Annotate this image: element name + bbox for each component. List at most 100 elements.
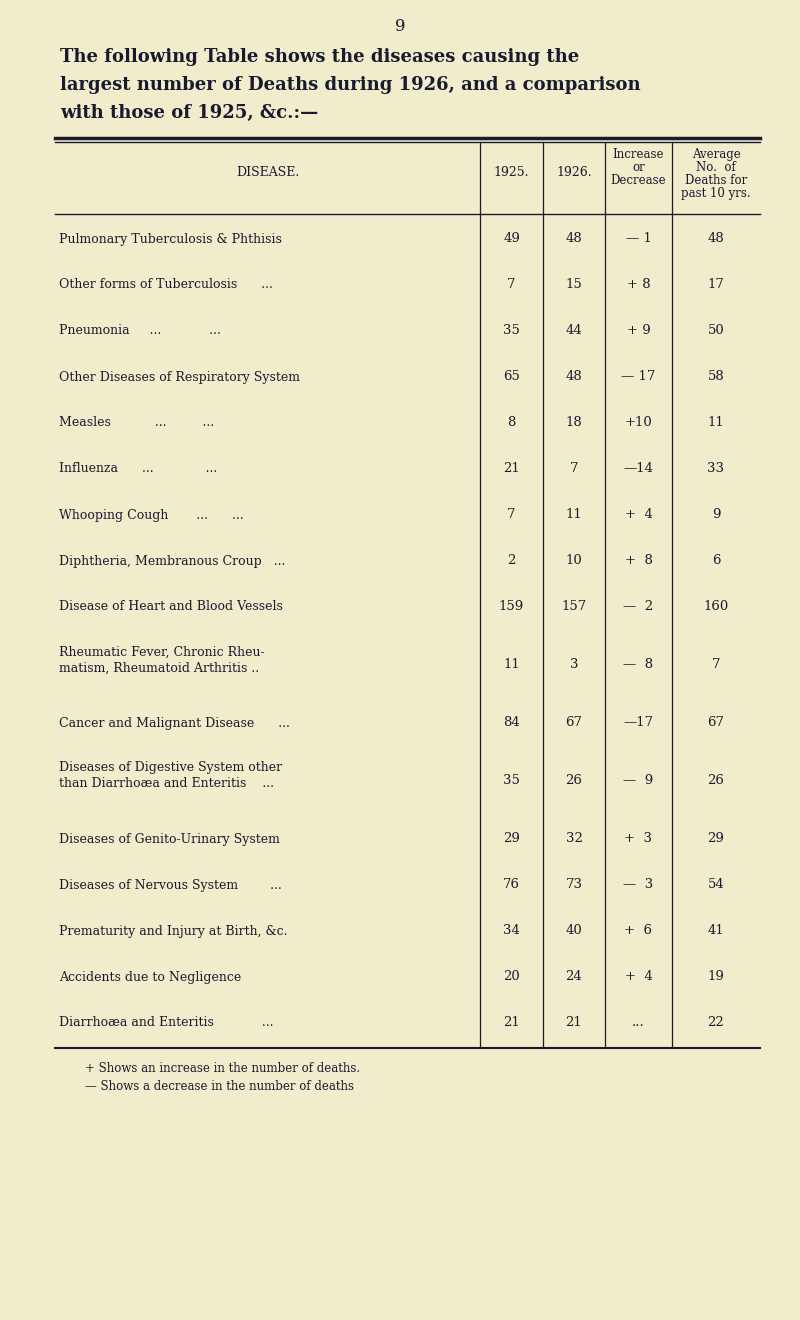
Text: +  3: + 3 — [625, 833, 653, 846]
Text: Cancer and Malignant Disease      ...: Cancer and Malignant Disease ... — [59, 717, 290, 730]
Text: —  8: — 8 — [623, 659, 654, 672]
Text: Disease of Heart and Blood Vessels: Disease of Heart and Blood Vessels — [59, 601, 283, 614]
Text: 24: 24 — [566, 970, 582, 983]
Text: 11: 11 — [708, 417, 724, 429]
Text: 22: 22 — [708, 1016, 724, 1030]
Text: 9: 9 — [394, 18, 406, 36]
Text: 7: 7 — [507, 508, 516, 521]
Text: DISEASE.: DISEASE. — [236, 166, 299, 180]
Text: 50: 50 — [708, 325, 724, 338]
Text: 41: 41 — [708, 924, 724, 937]
Text: 49: 49 — [503, 232, 520, 246]
Text: 7: 7 — [712, 659, 720, 672]
Text: Measles           ...         ...: Measles ... ... — [59, 417, 214, 429]
Text: Pulmonary Tuberculosis & Phthisis: Pulmonary Tuberculosis & Phthisis — [59, 232, 282, 246]
Text: 11: 11 — [566, 508, 582, 521]
Text: +  4: + 4 — [625, 508, 653, 521]
Text: — 1: — 1 — [626, 232, 651, 246]
Text: 34: 34 — [503, 924, 520, 937]
Text: —14: —14 — [623, 462, 654, 475]
Text: 9: 9 — [712, 508, 720, 521]
Text: 21: 21 — [566, 1016, 582, 1030]
Text: 10: 10 — [566, 554, 582, 568]
Text: Other Diseases of Respiratory System: Other Diseases of Respiratory System — [59, 371, 300, 384]
Text: 29: 29 — [503, 833, 520, 846]
Text: 1926.: 1926. — [556, 166, 592, 180]
Text: No.  of: No. of — [696, 161, 736, 174]
Text: Increase: Increase — [613, 148, 664, 161]
Text: —  3: — 3 — [623, 879, 654, 891]
Text: 44: 44 — [566, 325, 582, 338]
Text: 18: 18 — [566, 417, 582, 429]
Text: +  4: + 4 — [625, 970, 653, 983]
Text: + 9: + 9 — [626, 325, 650, 338]
Text: + 8: + 8 — [626, 279, 650, 292]
Text: with those of 1925, &c.:—: with those of 1925, &c.:— — [60, 104, 318, 121]
Text: or: or — [632, 161, 645, 174]
Text: + Shows an increase in the number of deaths.: + Shows an increase in the number of dea… — [85, 1063, 360, 1074]
Text: 11: 11 — [503, 659, 520, 672]
Text: 157: 157 — [562, 601, 586, 614]
Text: — 17: — 17 — [622, 371, 656, 384]
Text: 19: 19 — [707, 970, 725, 983]
Text: 65: 65 — [503, 371, 520, 384]
Text: past 10 yrs.: past 10 yrs. — [681, 187, 751, 201]
Text: +  8: + 8 — [625, 554, 653, 568]
Text: than Diarrhoæa and Enteritis    ...: than Diarrhoæa and Enteritis ... — [59, 777, 274, 791]
Text: 6: 6 — [712, 554, 720, 568]
Text: 21: 21 — [503, 1016, 520, 1030]
Text: Prematurity and Injury at Birth, &c.: Prematurity and Injury at Birth, &c. — [59, 924, 287, 937]
Text: Other forms of Tuberculosis      ...: Other forms of Tuberculosis ... — [59, 279, 273, 292]
Text: Diphtheria, Membranous Croup   ...: Diphtheria, Membranous Croup ... — [59, 554, 286, 568]
Text: 159: 159 — [499, 601, 524, 614]
Text: matism, Rheumatoid Arthritis ..: matism, Rheumatoid Arthritis .. — [59, 661, 259, 675]
Text: 76: 76 — [503, 879, 520, 891]
Text: — Shows a decrease in the number of deaths: — Shows a decrease in the number of deat… — [85, 1080, 354, 1093]
Text: 26: 26 — [707, 775, 725, 788]
Text: 67: 67 — [707, 717, 725, 730]
Text: 35: 35 — [503, 775, 520, 788]
Text: 160: 160 — [703, 601, 729, 614]
Text: 67: 67 — [566, 717, 582, 730]
Text: Influenza      ...             ...: Influenza ... ... — [59, 462, 218, 475]
Text: Diseases of Nervous System        ...: Diseases of Nervous System ... — [59, 879, 282, 891]
Text: 73: 73 — [566, 879, 582, 891]
Text: ...: ... — [632, 1016, 645, 1030]
Text: 48: 48 — [566, 371, 582, 384]
Text: Decrease: Decrease — [610, 174, 666, 187]
Text: Diseases of Genito-Urinary System: Diseases of Genito-Urinary System — [59, 833, 280, 846]
Text: 7: 7 — [570, 462, 578, 475]
Text: 58: 58 — [708, 371, 724, 384]
Text: Deaths for: Deaths for — [685, 174, 747, 187]
Text: 84: 84 — [503, 717, 520, 730]
Text: Accidents due to Negligence: Accidents due to Negligence — [59, 970, 242, 983]
Text: 29: 29 — [707, 833, 725, 846]
Text: Average: Average — [692, 148, 740, 161]
Text: 8: 8 — [507, 417, 516, 429]
Text: 20: 20 — [503, 970, 520, 983]
Text: 48: 48 — [566, 232, 582, 246]
Text: 1925.: 1925. — [494, 166, 530, 180]
Text: —17: —17 — [623, 717, 654, 730]
Text: Rheumatic Fever, Chronic Rheu-: Rheumatic Fever, Chronic Rheu- — [59, 645, 265, 659]
Text: 26: 26 — [566, 775, 582, 788]
Text: 21: 21 — [503, 462, 520, 475]
Text: 48: 48 — [708, 232, 724, 246]
Text: largest number of Deaths during 1926, and a comparison: largest number of Deaths during 1926, an… — [60, 77, 641, 94]
Text: +  6: + 6 — [625, 924, 653, 937]
Text: 35: 35 — [503, 325, 520, 338]
Text: —  2: — 2 — [623, 601, 654, 614]
Text: 32: 32 — [566, 833, 582, 846]
Text: The following Table shows the diseases causing the: The following Table shows the diseases c… — [60, 48, 579, 66]
Text: Whooping Cough       ...      ...: Whooping Cough ... ... — [59, 508, 244, 521]
Text: +10: +10 — [625, 417, 652, 429]
Text: 3: 3 — [570, 659, 578, 672]
Text: Diseases of Digestive System other: Diseases of Digestive System other — [59, 762, 282, 775]
Text: 7: 7 — [507, 279, 516, 292]
Text: 17: 17 — [707, 279, 725, 292]
Text: 40: 40 — [566, 924, 582, 937]
Text: —  9: — 9 — [623, 775, 654, 788]
Text: 15: 15 — [566, 279, 582, 292]
Text: 54: 54 — [708, 879, 724, 891]
Text: Diarrhoæa and Enteritis            ...: Diarrhoæa and Enteritis ... — [59, 1016, 274, 1030]
